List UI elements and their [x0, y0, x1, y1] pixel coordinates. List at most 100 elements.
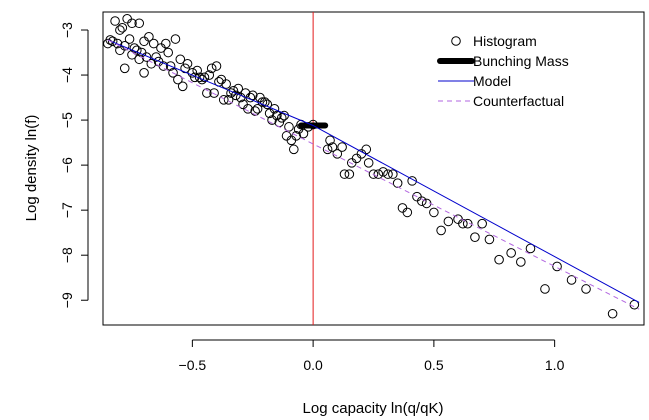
legend: Histogram Bunching Mass Model Counterfactua…: [437, 33, 569, 109]
histogram-point: [368, 169, 379, 179]
histogram-point: [525, 243, 536, 254]
histogram-point: [388, 169, 398, 179]
histogram-point: [115, 25, 125, 35]
histogram-point: [197, 74, 207, 85]
histogram-point: [148, 38, 159, 49]
histogram-point: [112, 38, 123, 49]
histogram-point: [134, 54, 145, 65]
histogram-point: [494, 254, 504, 265]
y-axis: −9 −8 −7 −6 −5 −4 −3: [59, 22, 89, 308]
histogram-point: [144, 31, 154, 42]
histogram-point: [204, 70, 215, 80]
histogram-point: [151, 52, 161, 62]
histogram-point: [139, 67, 149, 78]
histogram-point: [110, 16, 120, 26]
histogram-point: [436, 225, 446, 236]
histogram-point: [346, 158, 357, 168]
histogram-point: [286, 135, 297, 146]
legend-histogram-symbol: [451, 36, 461, 46]
histogram-point: [383, 169, 393, 179]
y-tick-label: −4: [59, 67, 75, 83]
histogram-point: [165, 61, 176, 71]
histogram-point: [216, 74, 227, 85]
histogram-point: [429, 207, 439, 218]
histogram-point: [477, 218, 487, 229]
histogram-point: [339, 169, 350, 179]
histogram-point: [363, 158, 374, 168]
legend-label: Counterfactual: [473, 93, 564, 109]
histogram-point: [194, 72, 205, 83]
histogram-point: [298, 128, 309, 139]
legend-label: Model: [473, 73, 511, 89]
histogram-point: [187, 67, 198, 78]
histogram-point: [327, 142, 338, 152]
counterfactual-line: [107, 39, 640, 310]
histogram-point: [325, 135, 335, 146]
histogram-point: [211, 61, 222, 71]
histogram-point: [223, 95, 234, 105]
histogram-point: [276, 113, 287, 123]
histogram-point: [170, 34, 181, 44]
y-tick-label: −9: [59, 292, 75, 308]
histogram-point: [417, 196, 427, 206]
x-tick-label: 1.0: [545, 357, 565, 373]
histogram-point: [199, 72, 210, 83]
histogram-point: [160, 38, 171, 49]
histogram-point: [218, 95, 229, 105]
x-tick-label: −0.5: [179, 357, 207, 373]
plot-frame: [102, 11, 645, 326]
histogram-point: [134, 18, 145, 29]
histogram-point: [189, 72, 200, 83]
histogram-point: [288, 144, 299, 155]
histogram-point: [458, 218, 468, 229]
histogram-point: [260, 97, 270, 107]
histogram-point: [117, 22, 128, 33]
y-tick-label: −8: [59, 247, 75, 263]
histogram-point: [209, 88, 219, 98]
histogram-point: [516, 257, 526, 267]
histogram-point: [127, 18, 137, 29]
x-tick-label: 0.0: [303, 357, 323, 373]
histogram-point: [182, 58, 193, 69]
histogram-point: [322, 144, 333, 155]
x-tick-label: 0.5: [424, 357, 444, 373]
histogram-point: [163, 47, 174, 58]
histogram-point: [206, 63, 217, 74]
histogram-point: [443, 216, 454, 227]
histogram-point: [373, 169, 384, 179]
histogram-point: [173, 74, 183, 85]
histogram-point: [540, 284, 550, 294]
histogram-point: [250, 106, 260, 116]
histogram-point: [351, 153, 362, 164]
histogram-point: [344, 169, 355, 179]
histogram-point: [378, 167, 388, 177]
histogram-point: [272, 110, 282, 121]
x-axis: −0.5 0.0 0.5 1.0: [179, 339, 565, 373]
histogram-point: [392, 178, 403, 188]
histogram-point: [484, 234, 495, 245]
histogram-point: [407, 176, 417, 186]
histogram-point: [607, 308, 618, 319]
histogram-point: [291, 131, 302, 141]
histogram-point: [146, 58, 157, 69]
histogram-point: [581, 284, 591, 294]
histogram-point: [566, 275, 577, 285]
legend-label: Histogram: [473, 33, 537, 49]
histogram-point: [252, 104, 263, 114]
y-tick-label: −3: [59, 22, 75, 38]
y-axis-title: Log density ln(f): [23, 115, 40, 222]
histogram-point: [175, 54, 186, 65]
histogram-point: [129, 43, 140, 53]
chart-marks: [103, 12, 640, 325]
histogram-point: [470, 232, 480, 242]
histogram-point: [221, 79, 231, 89]
histogram-point: [139, 36, 149, 47]
legend-label: Bunching Mass: [473, 53, 569, 69]
histogram-point: [337, 142, 347, 152]
histogram-point: [202, 88, 212, 98]
y-tick-label: −5: [59, 112, 75, 128]
histogram-point: [281, 131, 292, 141]
histogram-point: [284, 122, 294, 132]
histogram-point: [506, 248, 516, 258]
